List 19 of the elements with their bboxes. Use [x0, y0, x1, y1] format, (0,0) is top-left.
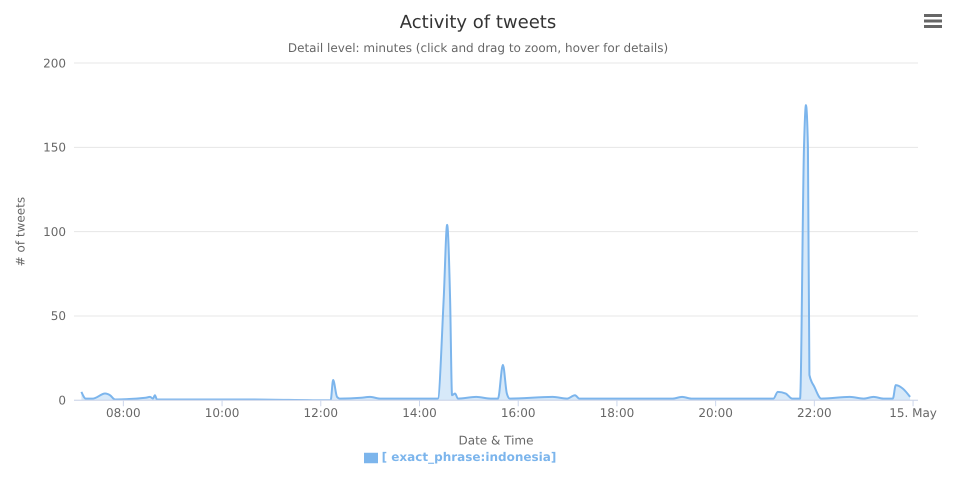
- y-axis-title: # of tweets: [13, 196, 28, 266]
- x-tick-label: 18:00: [600, 406, 634, 420]
- y-tick-label: 150: [43, 140, 66, 155]
- chart-title: Activity of tweets: [398, 11, 558, 33]
- legend-label: [ exact_phrase:indonesia]: [382, 450, 556, 464]
- x-tick-label: 14:00: [402, 406, 437, 420]
- y-tick-label: 0: [58, 394, 66, 408]
- x-tick-label: 08:00: [106, 406, 141, 420]
- y-tick-label: 200: [43, 56, 66, 70]
- x-tick-label: 10:00: [204, 406, 240, 420]
- x-tick-label: 15. May: [889, 406, 937, 420]
- x-axis-title: Date & Time: [458, 433, 534, 448]
- y-tick-label: 50: [50, 309, 66, 324]
- x-tick-label: 22:00: [797, 406, 832, 420]
- chart-subtitle: Detail level: minutes (click and drag to zoom, hover for details): [286, 41, 670, 55]
- y-tick-label: 100: [43, 224, 66, 239]
- x-tick-label: 20:00: [698, 406, 733, 420]
- x-tick-label: 16:00: [500, 406, 536, 420]
- x-tick-label: 12:00: [303, 406, 338, 420]
